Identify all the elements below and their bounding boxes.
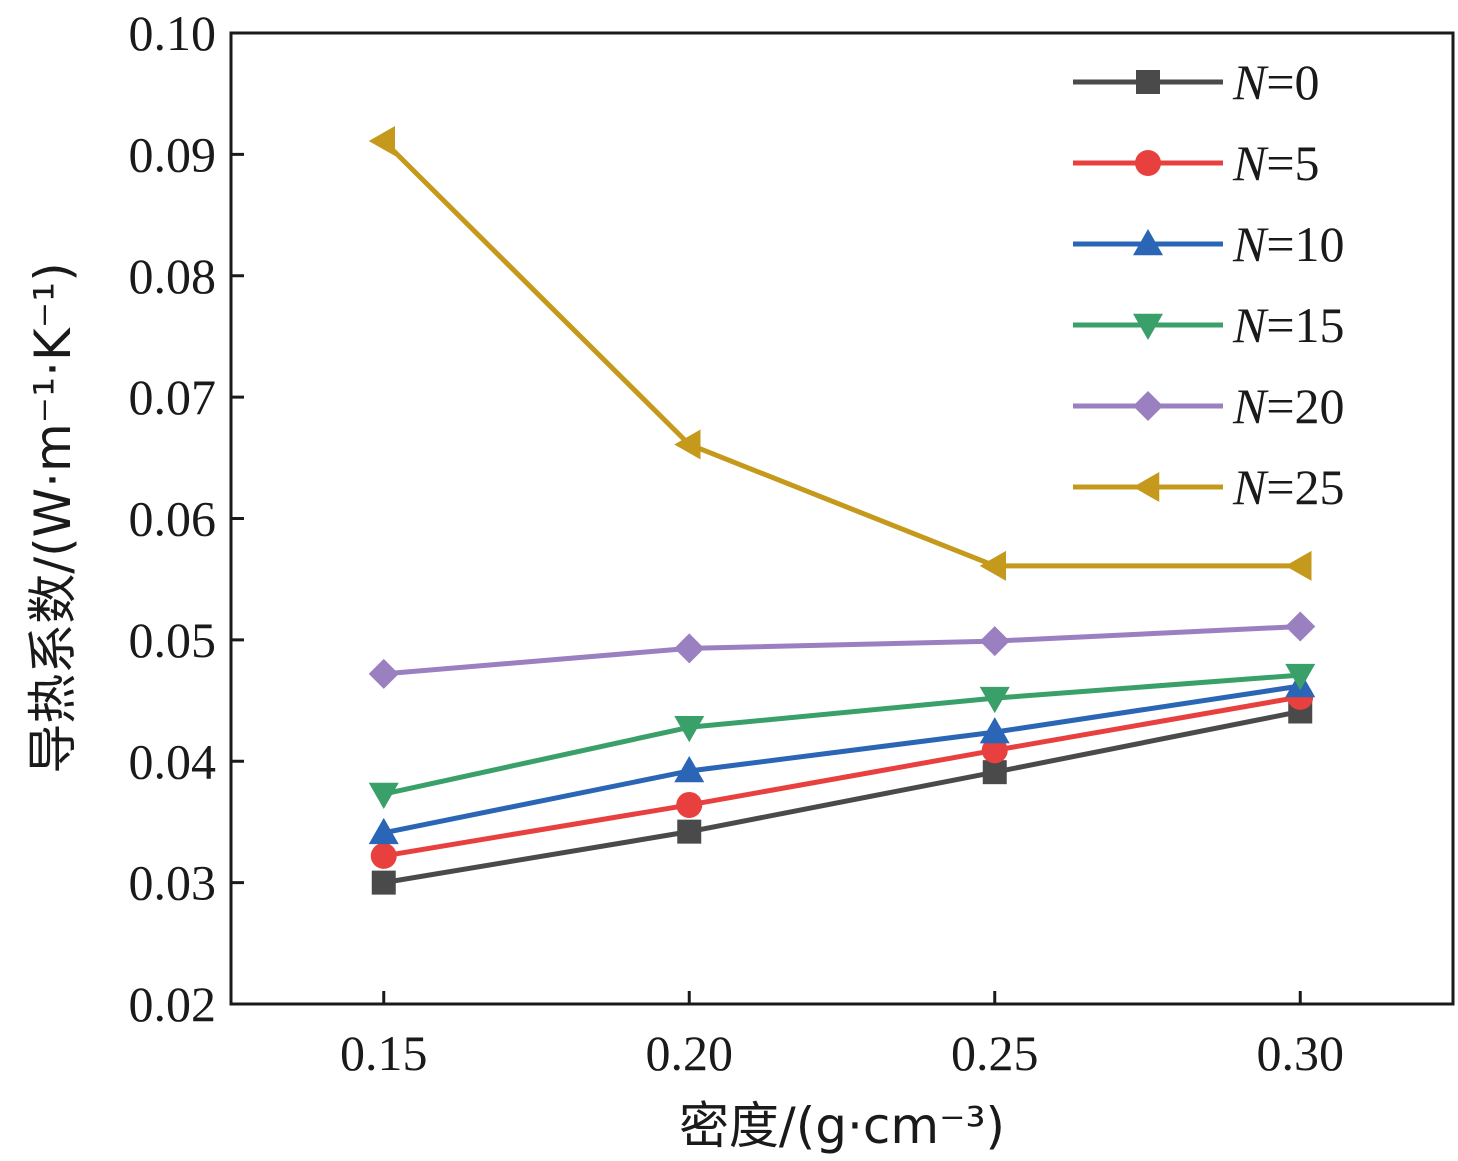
legend-value: =20 [1266, 378, 1344, 434]
legend-variable: N [1232, 297, 1269, 353]
legend-swatch-marker [1136, 70, 1160, 94]
legend-value: =10 [1266, 216, 1344, 272]
series-line [383, 694, 1301, 859]
legend-swatch-marker [1133, 391, 1163, 421]
legend-label: N=25 [1232, 459, 1345, 515]
y-tick-label: 0.03 [129, 855, 217, 911]
legend-variable: N [1232, 378, 1269, 434]
legend-value: =5 [1266, 135, 1319, 191]
legend-item: N=20 [1073, 378, 1345, 434]
x-axis: 0.15 0.20 0.25 0.30 [340, 991, 1344, 1081]
series-N=5 [370, 683, 1314, 869]
x-tick-label: 0.25 [951, 1025, 1039, 1081]
legend-label: N=20 [1232, 378, 1345, 434]
data-point [1285, 663, 1316, 691]
y-tick-label: 0.05 [129, 612, 217, 668]
legend-variable: N [1232, 459, 1269, 515]
data-point [370, 842, 397, 869]
legend-value: =15 [1266, 297, 1344, 353]
legend-swatch-marker [1133, 229, 1163, 256]
series-N=20 [368, 611, 1316, 689]
series-line [383, 683, 1301, 836]
data-point [371, 870, 396, 895]
data-point [368, 782, 399, 810]
data-point [368, 658, 399, 689]
y-tick-label: 0.08 [129, 248, 217, 304]
legend-swatch-marker [1133, 313, 1163, 340]
data-point [674, 429, 701, 460]
series-N=25 [368, 126, 1312, 581]
legend-item: N=15 [1073, 297, 1345, 353]
data-point [982, 760, 1007, 785]
legend-label: N=5 [1232, 135, 1320, 191]
legend-variable: N [1232, 54, 1269, 110]
data-point [677, 819, 702, 844]
data-point [674, 755, 705, 783]
y-tick-label: 0.07 [129, 369, 217, 425]
data-point [674, 716, 705, 743]
data-point [368, 817, 399, 845]
x-axis-title: 密度/(g·cm⁻³) [679, 1097, 1005, 1155]
y-tick-label: 0.10 [129, 5, 217, 61]
legend: N=0N=5N=10N=15N=20N=25 [1073, 54, 1345, 515]
legend-swatch-marker [1135, 150, 1161, 176]
series-N=10 [368, 670, 1316, 845]
x-tick-label: 0.15 [340, 1025, 428, 1081]
data-point [979, 717, 1010, 744]
data-point [674, 633, 705, 664]
data-point [979, 550, 1006, 581]
series-line [383, 672, 1301, 797]
y-axis-title: 导热系数/(W·m⁻¹·K⁻¹) [24, 262, 82, 773]
y-tick-label: 0.06 [129, 491, 217, 547]
x-tick-label: 0.20 [646, 1025, 734, 1081]
series-layer [368, 126, 1316, 895]
legend-item: N=0 [1073, 54, 1320, 110]
legend-variable: N [1232, 135, 1269, 191]
data-point [676, 791, 703, 818]
x-tick-label: 0.30 [1257, 1025, 1345, 1081]
legend-label: N=10 [1232, 216, 1345, 272]
series-N=0 [371, 699, 1313, 895]
data-point [981, 737, 1008, 764]
series-line [383, 709, 1301, 886]
y-axis: 0.02 0.03 0.04 0.05 0.06 0.07 0.08 0.09 0.10 [129, 5, 244, 1032]
legend-value: =25 [1266, 459, 1344, 515]
legend-item: N=10 [1073, 216, 1345, 272]
y-tick-label: 0.09 [129, 126, 217, 182]
y-tick-label: 0.02 [129, 976, 217, 1032]
data-point [1285, 611, 1316, 642]
series-line [381, 139, 1301, 569]
legend-swatch-marker [1133, 472, 1160, 502]
legend-item: N=5 [1073, 135, 1320, 191]
legend-value: =0 [1266, 54, 1319, 110]
data-point [979, 686, 1010, 714]
data-point [979, 626, 1010, 657]
legend-variable: N [1232, 216, 1269, 272]
series-line [383, 624, 1301, 677]
y-tick-label: 0.04 [129, 733, 217, 789]
data-point [368, 126, 395, 157]
legend-label: N=0 [1232, 54, 1320, 110]
series-N=15 [368, 663, 1316, 810]
data-point [1285, 550, 1312, 581]
legend-item: N=25 [1073, 459, 1345, 515]
legend-label: N=15 [1232, 297, 1345, 353]
